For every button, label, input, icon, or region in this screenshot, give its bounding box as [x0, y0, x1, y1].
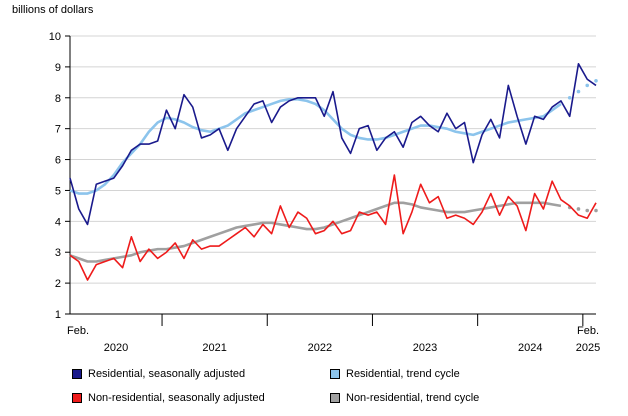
x-start-month-label: Feb.	[67, 325, 89, 337]
y-tick-label-1: 1	[55, 309, 61, 321]
y-tick-label-5: 5	[55, 185, 61, 197]
legend-swatch-residential-sa	[72, 369, 82, 379]
legend-residential-trend: Residential, trend cycle	[330, 368, 460, 380]
y-tick-label-3: 3	[55, 247, 61, 259]
series-3-projected-point-58	[576, 207, 581, 211]
x-year-label-2024: 2024	[518, 342, 542, 354]
y-tick-label-6: 6	[55, 155, 61, 167]
series-3-projected-point-59	[585, 208, 590, 213]
x-year-label-2025: 2025	[576, 342, 600, 354]
legend-label-residential-trend: Residential, trend cycle	[346, 368, 460, 380]
legend-swatch-residential-trend	[330, 369, 340, 379]
y-tick-label-7: 7	[55, 124, 61, 136]
x-end-month-label: Feb.	[577, 325, 599, 337]
x-axis: 2020 2021 2022 2023 2024 2025 Feb. Feb.	[67, 313, 600, 354]
series-line-0	[69, 62, 597, 226]
x-year-label-2020: 2020	[104, 342, 128, 354]
y-tick-label-8: 8	[55, 93, 61, 105]
y-axis-ticks: 1 2 3 4 5 6 7 8 9 10	[49, 31, 71, 321]
x-year-label-2021: 2021	[202, 342, 226, 354]
legend-nonresidential-trend: Non-residential, trend cycle	[330, 392, 479, 404]
x-year-label-2022: 2022	[308, 342, 332, 354]
y-tick-label-2: 2	[55, 278, 61, 290]
y-tick-label-9: 9	[55, 62, 61, 74]
legend-swatch-nonresidential-trend	[330, 393, 340, 403]
series-1-projected-point-59	[585, 83, 590, 88]
series-lines	[69, 62, 598, 281]
series-3-projected-point-60	[594, 208, 598, 213]
legend-swatch-nonresidential-sa	[72, 393, 82, 403]
series-line-1	[69, 98, 562, 195]
series-line-3	[69, 201, 562, 263]
x-year-label-2023: 2023	[413, 342, 437, 354]
grid-lines	[70, 35, 596, 315]
legend-nonresidential-sa: Non-residential, seasonally adjusted	[72, 392, 265, 404]
y-tick-label-10: 10	[49, 31, 61, 43]
legend-residential-sa: Residential, seasonally adjusted	[72, 368, 245, 380]
y-tick-label-4: 4	[55, 216, 61, 228]
legend-label-nonresidential-trend: Non-residential, trend cycle	[346, 392, 480, 404]
legend-label-nonresidential-sa: Non-residential, seasonally adjusted	[88, 392, 265, 404]
legend-label-residential-sa: Residential, seasonally adjusted	[88, 368, 246, 380]
series-line-2	[69, 174, 597, 281]
series-1-projected-point-57	[567, 95, 572, 100]
series-1-projected-point-60	[594, 78, 598, 83]
y-axis-unit-label: billions of dollars	[12, 4, 94, 16]
series-1-projected-point-58	[576, 89, 581, 94]
